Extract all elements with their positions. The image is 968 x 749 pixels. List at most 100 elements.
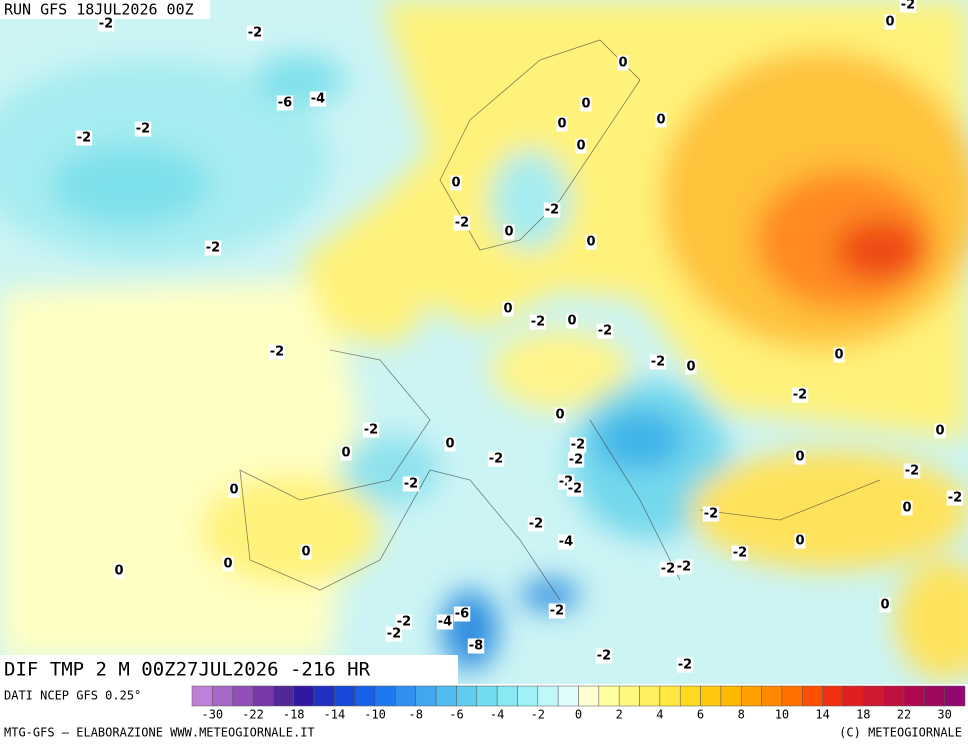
colorbar-swatch bbox=[517, 685, 539, 707]
contour-label-text: 0 bbox=[555, 408, 564, 423]
contour-label-bg bbox=[529, 314, 547, 330]
contour-label-text: -2 bbox=[77, 131, 91, 146]
contour-label: -2 bbox=[946, 490, 964, 506]
contour-label-bg bbox=[467, 638, 485, 654]
contour-label-bg bbox=[503, 224, 515, 240]
contour-label-bg bbox=[899, 0, 917, 13]
colorbar-label: 22 bbox=[897, 708, 911, 722]
contour-label-text: 0 bbox=[935, 424, 944, 439]
colorbar-label: -8 bbox=[409, 708, 423, 722]
run-box bbox=[0, 0, 210, 19]
contour-label-bg bbox=[702, 506, 720, 522]
contour-label-bg bbox=[502, 301, 514, 317]
contour-label: -2 bbox=[702, 506, 720, 522]
contour-label: 0 bbox=[794, 533, 806, 549]
contour-label-text: -6 bbox=[455, 607, 469, 622]
colorbar-swatch bbox=[781, 685, 803, 707]
contour-label-text: 0 bbox=[445, 437, 454, 452]
contour-label-text: -2 bbox=[661, 562, 675, 577]
colorbar-swatch bbox=[842, 685, 864, 707]
contour-label-bg bbox=[649, 354, 667, 370]
colorbar-label: 18 bbox=[856, 708, 870, 722]
contour-label: -2 bbox=[246, 25, 264, 41]
contour-label-text: -2 bbox=[397, 615, 411, 630]
contour-label: -2 bbox=[649, 354, 667, 370]
contour-label-text: 0 bbox=[795, 534, 804, 549]
colorbar-swatch bbox=[232, 685, 254, 707]
contour-label-text: 0 bbox=[618, 56, 627, 71]
contour-label-bg bbox=[527, 516, 545, 532]
colorbar-swatch bbox=[659, 685, 681, 707]
colorbar-swatch bbox=[740, 685, 762, 707]
contour-label: -2 bbox=[134, 121, 152, 137]
contour-label-bg bbox=[617, 55, 629, 71]
contour-label-bg bbox=[402, 476, 420, 492]
contour-label-text: 0 bbox=[341, 446, 350, 461]
contour-label-bg bbox=[685, 359, 697, 375]
contour-label-bg bbox=[585, 234, 597, 250]
contour-label-bg bbox=[567, 452, 585, 468]
contour-label: -2 bbox=[596, 323, 614, 339]
contour-label-bg bbox=[453, 215, 471, 231]
contour-label: 0 bbox=[617, 55, 629, 71]
contour-label-bg bbox=[731, 545, 749, 561]
contour-label-text: -4 bbox=[311, 92, 325, 107]
contour-label-text: -2 bbox=[677, 560, 691, 575]
contour-label: -2 bbox=[899, 0, 917, 13]
contour-label-bg bbox=[596, 323, 614, 339]
contour-label-text: -2 bbox=[455, 216, 469, 231]
contour-label-bg bbox=[113, 563, 125, 579]
contour-label-text: 0 bbox=[451, 176, 460, 191]
contour-label-bg bbox=[362, 422, 380, 438]
contour-label-text: -2 bbox=[733, 546, 747, 561]
contour-label-text: -2 bbox=[529, 517, 543, 532]
map-field bbox=[0, 0, 968, 684]
contour-label-text: -2 bbox=[99, 17, 113, 32]
contour-label-bg bbox=[268, 344, 286, 360]
contour-label-bg bbox=[879, 597, 891, 613]
colorbar-label: -14 bbox=[324, 708, 346, 722]
contour-label: -2 bbox=[548, 603, 566, 619]
contour-label-bg bbox=[246, 25, 264, 41]
colorbar-swatch bbox=[496, 685, 518, 707]
colorbar-label: -2 bbox=[531, 708, 545, 722]
contour-label-bg bbox=[575, 138, 587, 154]
contour-label-text: -2 bbox=[206, 241, 220, 256]
contour-label: -4 bbox=[557, 534, 575, 550]
contour-label-bg bbox=[222, 556, 234, 572]
contour-label-bg bbox=[487, 451, 505, 467]
colorbar-label: 10 bbox=[775, 708, 789, 722]
contour-label-bg bbox=[794, 533, 806, 549]
colorbar-label: 4 bbox=[656, 708, 663, 722]
colorbar-swatch bbox=[903, 685, 925, 707]
contour-label: 0 bbox=[566, 313, 578, 329]
contour-label: -2 bbox=[75, 130, 93, 146]
contour-label-bg bbox=[595, 648, 613, 664]
contour-label-text: 0 bbox=[557, 117, 566, 132]
colorbar-label: -10 bbox=[364, 708, 386, 722]
source-label: DATI NCEP GFS 0.25° bbox=[4, 689, 141, 703]
contour-label: 0 bbox=[113, 563, 125, 579]
contour-label-bg bbox=[436, 614, 454, 630]
contour-label: 0 bbox=[502, 301, 514, 317]
colorbar-label: 30 bbox=[937, 708, 951, 722]
contour-label-bg bbox=[566, 481, 584, 497]
colorbar-label: 6 bbox=[697, 708, 704, 722]
contour-label-bg bbox=[934, 423, 946, 439]
contour-label: 0 bbox=[300, 544, 312, 560]
colorbar-swatch bbox=[679, 685, 701, 707]
contour-label: -2 bbox=[543, 202, 561, 218]
contour-label-bg bbox=[97, 16, 115, 32]
colorbar-swatch bbox=[435, 685, 457, 707]
colorbar-swatch bbox=[883, 685, 905, 707]
contour-label-text: -2 bbox=[404, 477, 418, 492]
colorbar-swatch bbox=[273, 685, 294, 707]
contour-label-bg bbox=[580, 96, 592, 112]
contour-label: -2 bbox=[731, 545, 749, 561]
contour-label: -6 bbox=[276, 95, 294, 111]
contour-label: 0 bbox=[503, 224, 515, 240]
contour-label: 0 bbox=[554, 407, 566, 423]
copyright-label: (C) METEOGIORNALE bbox=[839, 726, 962, 740]
contour-label-text: 0 bbox=[114, 564, 123, 579]
colorbar-swatch bbox=[761, 685, 783, 707]
